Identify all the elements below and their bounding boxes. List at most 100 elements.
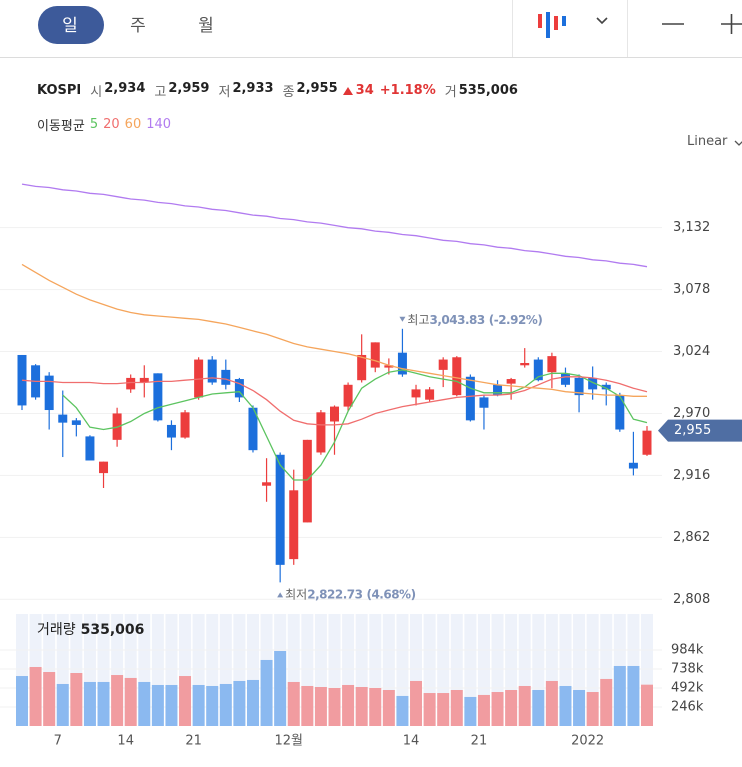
candle-body [560,373,570,385]
candle-body [166,424,176,438]
volume-bar [70,673,83,726]
candle-body [343,384,353,407]
y-tick-label: 738k [671,661,704,676]
volume-bar [382,690,395,726]
volume-bar [627,665,640,726]
volume-label: 거 [444,85,457,100]
candle-body [370,342,380,368]
volume-column-bg [124,614,137,726]
volume-bar [641,684,653,726]
annotation-value: 3,043.83 [430,312,485,326]
volume-bar [138,681,151,726]
annotation-change: (-2.92%) [489,312,543,326]
dropdown-chevron[interactable] [596,17,608,25]
candle-body [180,412,190,438]
volume-bar [260,659,273,726]
annotation-value: 2,822.73 [307,587,362,601]
candle-body [588,377,598,390]
volume-title-value: 535,006 [81,622,145,638]
field-value: 2,933 [232,81,274,96]
candle-body [411,389,421,398]
icon-part [554,16,558,30]
volume-bar [165,684,178,726]
volume-bar [437,693,450,726]
volume-bar [369,687,382,726]
mode-chevron[interactable] [734,140,742,146]
quote-fields: 시 2,934 고 2,959 저 2,933 종 2,955 [81,81,337,100]
volume-title-text: 거래량 [37,622,76,638]
volume-bar [573,690,586,726]
candle-body [289,490,299,560]
volume-bar [464,696,477,726]
candle-body [139,377,149,383]
volume-title: 거래량 535,006 [37,622,144,638]
candle-body [357,354,367,381]
y-tick-label: 2,862 [673,530,710,545]
volume-bar [287,681,300,726]
volume-bar [219,683,232,726]
candle-body [44,375,54,411]
candle-body [384,365,394,368]
candle-body [425,389,435,400]
up-triangle [342,86,353,95]
y-tick-label: 246k [671,699,704,714]
candle-body [642,430,652,455]
candle-body [533,359,543,381]
annotation-marker [277,592,284,598]
volume-bar [206,685,219,726]
volume-bar [29,666,42,726]
candle-body [438,359,448,370]
volume-bar [301,685,314,726]
volume-bar [396,695,409,726]
x-tick-label: 2022 [571,734,604,749]
candle-body [58,414,68,423]
up-arrow [342,86,353,95]
candle-body [615,395,625,430]
ma-line [21,183,648,268]
volume-bar [410,680,423,726]
candle-body [221,369,231,385]
candle-body [126,377,136,390]
candle-body [520,363,530,366]
candle-body [207,359,217,383]
annotation-marker [399,316,406,322]
candle-body [85,436,95,461]
annotation-text: 최저 [285,587,307,601]
volume-bar [600,678,613,726]
annotation-change: (4.68%) [366,587,415,601]
candle-body [493,384,503,396]
candle-body [302,439,312,523]
tab[interactable]: 일 [62,16,78,36]
y-tick-label: 3,024 [673,344,710,359]
tab-active-bg [38,6,104,44]
volume-bar [97,681,110,726]
scale-mode[interactable]: Linear [687,134,728,149]
volume-bar [56,683,69,726]
volume-bar [505,690,518,726]
candle-body [574,377,584,396]
volume-bar [83,681,96,726]
volume-bar [111,675,124,726]
tab[interactable]: 월 [198,16,214,36]
tab[interactable]: 주 [130,16,146,36]
candle-body [506,379,516,384]
volume-bar [532,690,545,726]
volume-bar [328,687,341,726]
chart-type-icon[interactable] [538,12,566,38]
plot: 3,132 3,078 3,024 2,970 2,916 2,862 2,808 최고3,0… [0,183,742,749]
volume-bar [518,685,531,726]
legend-entry: 140 [146,117,172,132]
zoom-in[interactable] [721,14,742,34]
y-tick-label: 3,078 [673,282,710,297]
volume-bar [545,680,558,726]
ma-line [21,376,648,426]
field-label: 고 [154,85,167,100]
volume-bar [43,672,56,726]
volume-bar [423,693,436,726]
candle-body [330,406,339,422]
candle-body [99,461,109,474]
candle-body [153,373,163,421]
candle-body [628,462,638,469]
icon-part [562,16,566,26]
